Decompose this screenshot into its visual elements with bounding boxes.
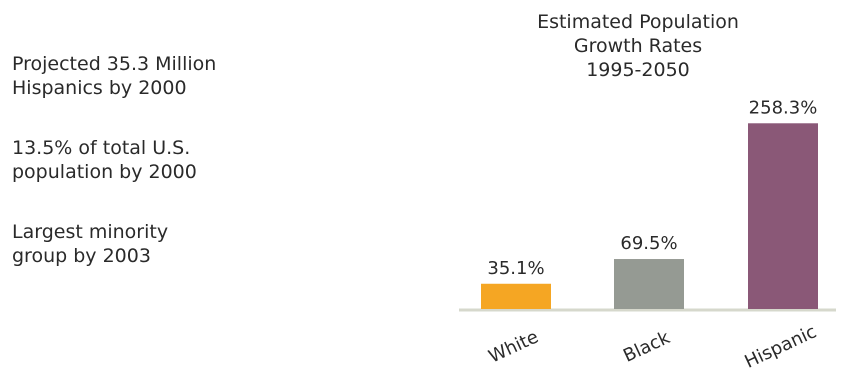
facts-list: Projected 35.3 Million Hispanics by 2000… [12, 52, 332, 304]
fact-hispanic-population: Projected 35.3 Million Hispanics by 2000 [12, 53, 217, 99]
fact-population-share: 13.5% of total U.S. population by 2000 [12, 137, 197, 183]
data-label-hispanic: 258.3% [749, 97, 818, 118]
bar-white [481, 283, 551, 309]
tick-label-white: White [486, 326, 542, 367]
fact-largest-minority: Largest minority group by 2003 [12, 221, 169, 267]
tick-label-black: Black [620, 327, 674, 367]
data-label-black: 69.5% [620, 233, 677, 254]
bar-hispanic [748, 123, 818, 309]
bar-black [614, 259, 684, 309]
chart-title: Estimated Population Growth Rates 1995-2… [537, 11, 739, 81]
data-label-white: 35.1% [487, 258, 544, 279]
tick-label-hispanic: Hispanic [741, 321, 819, 372]
